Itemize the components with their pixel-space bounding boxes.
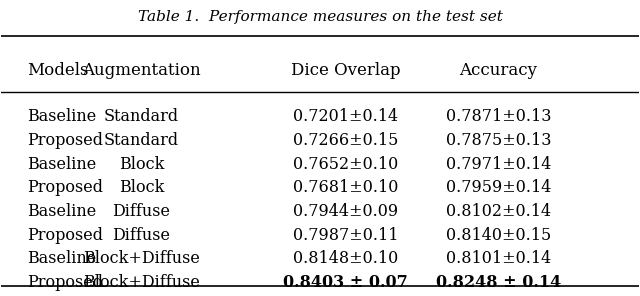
Text: Proposed: Proposed [27, 179, 103, 197]
Text: Accuracy: Accuracy [460, 62, 538, 79]
Text: 0.8140±0.15: 0.8140±0.15 [446, 227, 551, 244]
Text: 0.7266±0.15: 0.7266±0.15 [293, 132, 398, 149]
Text: 0.8148±0.10: 0.8148±0.10 [293, 250, 398, 268]
Text: Proposed: Proposed [27, 132, 103, 149]
Text: Diffuse: Diffuse [113, 203, 171, 220]
Text: Proposed: Proposed [27, 227, 103, 244]
Text: 0.7875±0.13: 0.7875±0.13 [445, 132, 551, 149]
Text: Baseline: Baseline [27, 108, 96, 125]
Text: Baseline: Baseline [27, 250, 96, 268]
Text: Baseline: Baseline [27, 156, 96, 173]
Text: 0.7201±0.14: 0.7201±0.14 [293, 108, 398, 125]
Text: 0.8101±0.14: 0.8101±0.14 [446, 250, 551, 268]
Text: 0.7959±0.14: 0.7959±0.14 [445, 179, 551, 197]
Text: 0.7944±0.09: 0.7944±0.09 [293, 203, 398, 220]
Text: Baseline: Baseline [27, 203, 96, 220]
Text: Diffuse: Diffuse [113, 227, 171, 244]
Text: 0.7987±0.11: 0.7987±0.11 [292, 227, 398, 244]
Text: Block: Block [119, 179, 164, 197]
Text: Proposed: Proposed [27, 274, 103, 291]
Text: 0.8248 ± 0.14: 0.8248 ± 0.14 [436, 274, 561, 291]
Text: 0.7681±0.10: 0.7681±0.10 [293, 179, 398, 197]
Text: 0.7871±0.13: 0.7871±0.13 [445, 108, 551, 125]
Text: Augmentation: Augmentation [83, 62, 201, 79]
Text: Models: Models [27, 62, 88, 79]
Text: 0.7971±0.14: 0.7971±0.14 [445, 156, 551, 173]
Text: Standard: Standard [104, 132, 179, 149]
Text: Dice Overlap: Dice Overlap [291, 62, 400, 79]
Text: Block+Diffuse: Block+Diffuse [83, 250, 200, 268]
Text: Table 1.  Performance measures on the test set: Table 1. Performance measures on the tes… [138, 10, 502, 24]
Text: Block: Block [119, 156, 164, 173]
Text: Block+Diffuse: Block+Diffuse [83, 274, 200, 291]
Text: Standard: Standard [104, 108, 179, 125]
Text: 0.8403 ± 0.07: 0.8403 ± 0.07 [283, 274, 408, 291]
Text: 0.7652±0.10: 0.7652±0.10 [293, 156, 398, 173]
Text: 0.8102±0.14: 0.8102±0.14 [446, 203, 551, 220]
